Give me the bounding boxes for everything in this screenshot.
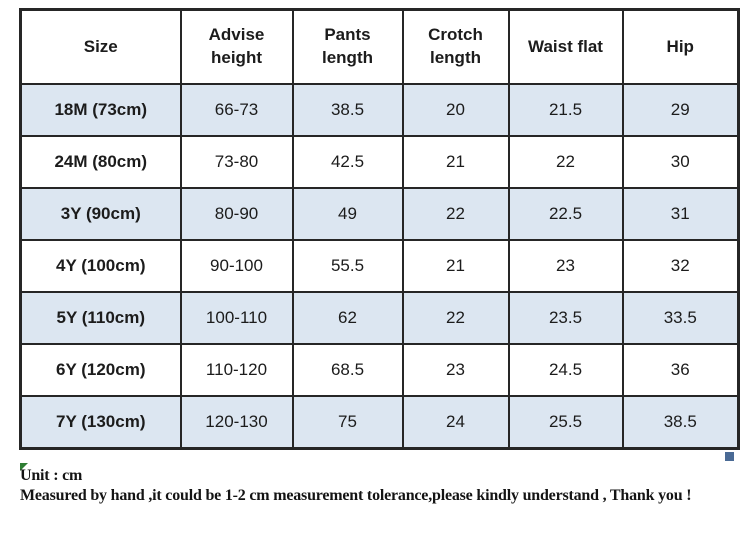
value-cell: 24.5 bbox=[507, 343, 624, 397]
value-cell: 22.5 bbox=[507, 187, 624, 241]
table-row: 5Y (110cm) 100-110 62 22 23.5 33.5 bbox=[19, 291, 740, 345]
value-cell: 62 bbox=[291, 291, 404, 345]
size-cell: 3Y (90cm) bbox=[19, 187, 182, 241]
value-cell: 22 bbox=[507, 135, 624, 189]
size-cell: 5Y (110cm) bbox=[19, 291, 182, 345]
size-cell: 18M (73cm) bbox=[19, 83, 182, 137]
value-cell: 21 bbox=[401, 135, 510, 189]
table-row: 4Y (100cm) 90-100 55.5 21 23 32 bbox=[19, 239, 740, 293]
value-cell: 36 bbox=[621, 343, 740, 397]
value-cell: 23 bbox=[401, 343, 510, 397]
value-cell: 21.5 bbox=[507, 83, 624, 137]
table-corner-handle-blue bbox=[725, 452, 734, 461]
value-cell: 120-130 bbox=[179, 395, 294, 450]
size-table-body: 18M (73cm) 66-73 38.5 20 21.5 29 24M (80cm) 73-… bbox=[19, 83, 740, 450]
value-cell: 30 bbox=[621, 135, 740, 189]
column-header-waist-flat: Waist flat bbox=[507, 8, 624, 85]
value-cell: 80-90 bbox=[179, 187, 294, 241]
value-cell: 24 bbox=[401, 395, 510, 450]
size-cell: 7Y (130cm) bbox=[19, 395, 182, 450]
value-cell: 66-73 bbox=[179, 83, 294, 137]
value-cell: 20 bbox=[401, 83, 510, 137]
table-row: 6Y (120cm) 110-120 68.5 23 24.5 36 bbox=[19, 343, 740, 397]
size-cell: 6Y (120cm) bbox=[19, 343, 182, 397]
size-table-header: Size Advise height Pants length Crotch l… bbox=[19, 8, 740, 85]
value-cell: 23.5 bbox=[507, 291, 624, 345]
value-cell: 110-120 bbox=[179, 343, 294, 397]
column-header-crotch-length: Crotch length bbox=[401, 8, 510, 85]
column-header-advise-height: Advise height bbox=[179, 8, 294, 85]
value-cell: 38.5 bbox=[621, 395, 740, 450]
size-cell: 24M (80cm) bbox=[19, 135, 182, 189]
value-cell: 42.5 bbox=[291, 135, 404, 189]
table-row: 24M (80cm) 73-80 42.5 21 22 30 bbox=[19, 135, 740, 189]
value-cell: 75 bbox=[291, 395, 404, 450]
value-cell: 32 bbox=[621, 239, 740, 293]
value-cell: 23 bbox=[507, 239, 624, 293]
value-cell: 38.5 bbox=[291, 83, 404, 137]
column-header-size: Size bbox=[19, 8, 182, 85]
column-header-hip: Hip bbox=[621, 8, 740, 85]
value-cell: 25.5 bbox=[507, 395, 624, 450]
table-corner-handle-green bbox=[20, 463, 28, 471]
table-row: 18M (73cm) 66-73 38.5 20 21.5 29 bbox=[19, 83, 740, 137]
header-row: Size Advise height Pants length Crotch l… bbox=[19, 8, 740, 85]
value-cell: 73-80 bbox=[179, 135, 294, 189]
value-cell: 33.5 bbox=[621, 291, 740, 345]
value-cell: 22 bbox=[401, 187, 510, 241]
table-row: 3Y (90cm) 80-90 49 22 22.5 31 bbox=[19, 187, 740, 241]
table-row: 7Y (130cm) 120-130 75 24 25.5 38.5 bbox=[19, 395, 740, 450]
tolerance-note: Measured by hand ,it could be 1-2 cm mea… bbox=[20, 487, 692, 504]
value-cell: 31 bbox=[621, 187, 740, 241]
column-header-pants-length: Pants length bbox=[291, 8, 404, 85]
value-cell: 55.5 bbox=[291, 239, 404, 293]
size-cell: 4Y (100cm) bbox=[19, 239, 182, 293]
unit-label: Unit : cm bbox=[20, 467, 83, 484]
size-table: Size Advise height Pants length Crotch l… bbox=[19, 8, 740, 450]
value-cell: 90-100 bbox=[179, 239, 294, 293]
footer-note: Unit : cm Measured by hand ,it could be … bbox=[20, 466, 692, 506]
value-cell: 29 bbox=[621, 83, 740, 137]
value-cell: 49 bbox=[291, 187, 404, 241]
value-cell: 22 bbox=[401, 291, 510, 345]
value-cell: 100-110 bbox=[179, 291, 294, 345]
value-cell: 68.5 bbox=[291, 343, 404, 397]
value-cell: 21 bbox=[401, 239, 510, 293]
